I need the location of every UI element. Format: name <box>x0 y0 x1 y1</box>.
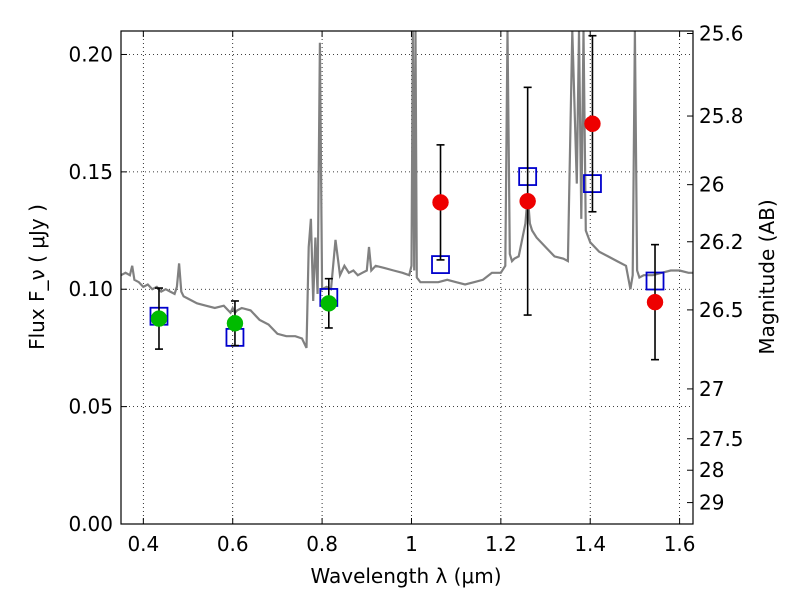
y2-axis-label: Magnitude (AB) <box>755 199 779 354</box>
observed-point-marker <box>226 315 244 332</box>
y2-tick-label: 26 <box>699 173 724 197</box>
x-tick-label: 1.2 <box>485 532 517 556</box>
y-tick-label: 0.15 <box>68 160 113 184</box>
axis-ticks: 0.4 0.6 0.8 1 1.2 1.4 1.6 0.00 0.05 0.10 0.15 0.20 2… <box>68 22 743 556</box>
x-tick-label: 1 <box>405 532 418 556</box>
y2-tick-label: 26.5 <box>699 298 744 322</box>
y-tick-label: 0.00 <box>68 512 113 536</box>
y-tick-label: 0.10 <box>68 277 113 301</box>
observed-point-marker <box>519 192 536 210</box>
spectrum <box>121 31 693 349</box>
observed-point-marker <box>584 115 601 132</box>
data-points <box>149 34 665 361</box>
y-axis-label: Flux F_ν ( μJy ) <box>25 204 49 350</box>
y2-tick-label: 26.2 <box>699 230 744 254</box>
spectrum-line <box>121 31 693 349</box>
y2-tick-label: 27.5 <box>699 427 744 451</box>
observed-point-marker <box>150 310 168 327</box>
x-tick-label: 1.4 <box>574 532 606 556</box>
y2-tick-label: 28 <box>699 458 724 482</box>
observed-point-marker <box>320 295 338 312</box>
x-tick-label: 1.6 <box>664 532 696 556</box>
y2-tick-label: 29 <box>699 491 724 515</box>
y2-tick-label: 25.8 <box>699 104 744 128</box>
x-axis-label: Wavelength λ (μm) <box>310 564 501 588</box>
y2-tick-label: 25.6 <box>699 22 744 46</box>
x-tick-label: 0.6 <box>217 532 249 556</box>
observed-point-marker <box>646 293 664 311</box>
y-tick-label: 0.20 <box>68 42 113 66</box>
observed-point-marker <box>432 194 449 211</box>
y2-tick-label: 27 <box>699 377 724 401</box>
plot-frame <box>120 30 694 525</box>
x-tick-label: 0.8 <box>306 532 338 556</box>
y-tick-label: 0.05 <box>68 395 113 419</box>
x-tick-label: 0.4 <box>127 532 159 556</box>
